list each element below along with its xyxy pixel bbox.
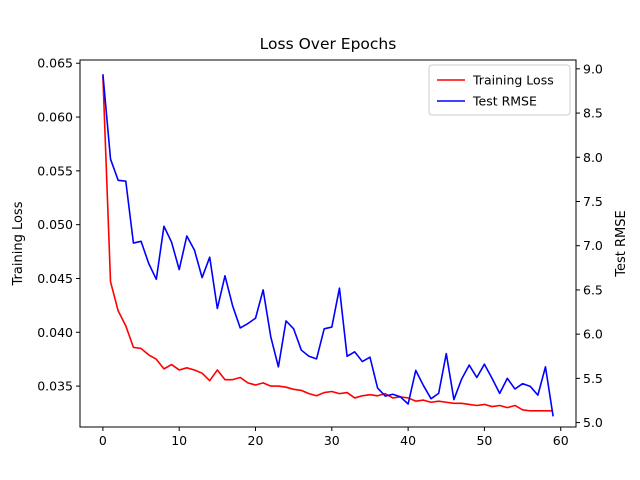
y-tick-label: 0.040	[37, 325, 73, 340]
y-tick-label: 0.035	[37, 379, 73, 394]
y2-axis-title: Test RMSE	[614, 210, 629, 277]
y-tick-label: 0.045	[37, 271, 73, 286]
chart-title: Loss Over Epochs	[260, 35, 397, 53]
y-tick-label: 0.055	[37, 163, 73, 178]
y-tick-label: 0.060	[37, 110, 73, 125]
x-tick-label: 60	[553, 433, 569, 448]
plot-frame	[79, 59, 577, 428]
x-tick-label: 30	[324, 433, 340, 448]
y2-tick-label: 9.0	[583, 61, 603, 76]
y-axis-right: 5.0 5.5 6.0 6.5 7.0 7.5 8.0 8.5 9.0	[576, 61, 603, 430]
y2-tick-label: 7.5	[583, 194, 603, 209]
legend-label: Training Loss	[472, 73, 554, 88]
legend: Training Loss Test RMSE	[428, 64, 571, 116]
series-line-training-loss	[102, 76, 554, 412]
y2-tick-label: 7.0	[583, 238, 603, 253]
x-tick-label: 0	[99, 433, 107, 448]
legend-box	[428, 64, 571, 116]
y2-tick-label: 6.0	[583, 327, 603, 342]
x-tick-label: 50	[476, 433, 492, 448]
y2-tick-label: 6.5	[583, 282, 603, 297]
y-tick-label: 0.065	[37, 56, 73, 71]
x-axis: 0 10 20 30 40 50 60	[99, 427, 569, 448]
y-axis-title: Training Loss	[11, 201, 26, 286]
x-tick-label: 40	[400, 433, 416, 448]
y2-tick-label: 5.5	[583, 371, 603, 386]
y2-tick-label: 8.5	[583, 106, 603, 121]
plot-area	[102, 74, 554, 417]
series-line-test-rmse	[102, 74, 554, 417]
x-tick-label: 10	[171, 433, 187, 448]
y2-tick-label: 8.0	[583, 150, 603, 165]
legend-label: Test RMSE	[472, 94, 537, 109]
y-tick-label: 0.050	[37, 217, 73, 232]
x-tick-label: 20	[248, 433, 264, 448]
y-axis-left: 0.035 0.040 0.045 0.050 0.055 0.060 0.065	[37, 56, 80, 394]
y2-tick-label: 5.0	[583, 415, 603, 430]
